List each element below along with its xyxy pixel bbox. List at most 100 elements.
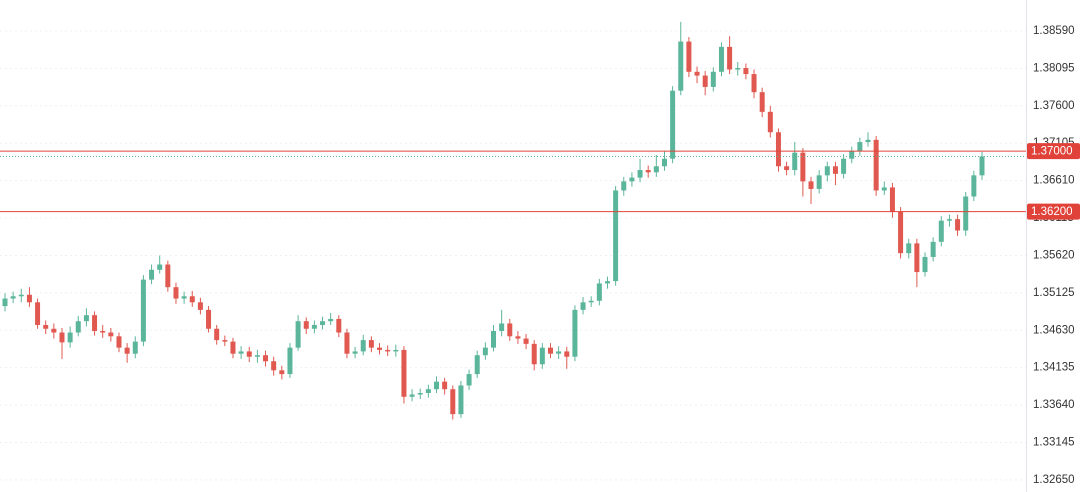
candle-body: [963, 196, 969, 231]
candle-body: [254, 355, 260, 357]
candle-body: [10, 296, 16, 299]
candle-body: [75, 321, 81, 333]
candle-body: [556, 351, 562, 354]
candle-body: [344, 332, 350, 354]
candle-body: [51, 328, 57, 333]
y-tick-label: 1.34630: [1033, 324, 1075, 336]
candle-body: [751, 74, 757, 93]
candle-body: [507, 323, 513, 337]
candle-body: [955, 219, 961, 231]
candle-body: [767, 111, 773, 133]
candle-body: [59, 332, 65, 343]
candle-body: [458, 385, 464, 415]
y-tick-label: 1.36610: [1033, 175, 1075, 187]
candle-body: [417, 392, 423, 395]
candle-body: [930, 241, 936, 257]
candle-body: [849, 151, 855, 159]
candle-body: [629, 177, 635, 182]
candle-body: [775, 132, 781, 167]
candle-body: [425, 389, 431, 393]
candle-body: [100, 331, 106, 333]
candle-body: [832, 166, 838, 174]
candle-body: [442, 381, 448, 390]
candle-body: [881, 187, 887, 191]
candle-body: [702, 75, 708, 87]
candle-body: [450, 389, 456, 415]
candle-body: [238, 351, 244, 354]
candle-body: [377, 347, 383, 350]
candle-body: [686, 41, 692, 72]
candle-body: [670, 90, 676, 159]
candle-body: [710, 71, 716, 87]
candle-body: [792, 152, 798, 171]
candle-body: [653, 166, 659, 173]
candle-body: [214, 328, 220, 341]
price-lines: 1.37000 1.36200: [0, 143, 1080, 220]
candle-body: [140, 279, 146, 342]
candle-body: [279, 370, 285, 375]
candle-body: [694, 71, 700, 76]
candle-body: [352, 351, 358, 354]
y-tick-label: 1.33640: [1033, 399, 1075, 411]
candle-body: [287, 347, 293, 375]
candle-body: [303, 321, 309, 329]
candle-body: [393, 349, 399, 352]
candle-body: [320, 321, 326, 325]
y-tick-label: 1.38590: [1033, 25, 1075, 37]
candle-body: [572, 309, 578, 357]
candle-body: [922, 256, 928, 273]
candle-body: [124, 347, 130, 354]
candle-body: [539, 347, 545, 365]
candle-body: [621, 181, 627, 191]
candle-body: [865, 139, 871, 143]
candle-body: [824, 166, 830, 176]
candle-body: [547, 347, 553, 354]
price-line-label: 1.37000: [1031, 146, 1073, 158]
candle-body: [67, 332, 73, 343]
candle-body: [26, 294, 32, 303]
candle-body: [718, 46, 724, 72]
candle-body: [173, 287, 179, 299]
candle-body: [604, 281, 610, 284]
price-line-label: 1.36200: [1031, 206, 1073, 218]
candle-body: [92, 315, 98, 332]
candle-body: [149, 269, 155, 280]
candle-body: [181, 296, 187, 299]
price-line-label-box: [1027, 143, 1080, 160]
candle-body: [816, 175, 822, 189]
candle-body: [898, 211, 904, 254]
candle-body: [165, 264, 171, 288]
candle-body: [2, 298, 8, 307]
candle-body: [808, 181, 814, 189]
candle-body: [385, 349, 391, 352]
grid: [0, 30, 1026, 481]
y-tick-label: 1.35620: [1033, 249, 1075, 261]
candle-body: [938, 220, 944, 242]
candles: [2, 21, 985, 420]
candle-body: [906, 243, 912, 254]
candle-body: [197, 302, 203, 310]
candle-body: [246, 351, 252, 357]
candle-body: [873, 139, 879, 191]
candle-body: [588, 300, 594, 303]
candle-body: [841, 158, 847, 174]
candle-body: [230, 341, 236, 354]
candle-body: [222, 340, 228, 342]
candle-body: [368, 340, 374, 348]
candle-body: [800, 152, 806, 182]
candle-body: [18, 294, 24, 297]
candle-body: [43, 324, 49, 329]
candle-body: [482, 347, 488, 356]
y-tick-label: 1.32650: [1033, 474, 1075, 486]
y-tick-label: 1.37600: [1033, 100, 1075, 112]
candle-body: [108, 332, 114, 337]
candle-body: [466, 374, 472, 386]
candle-body: [83, 315, 89, 322]
candle-body: [914, 243, 920, 273]
candle-body: [434, 381, 440, 390]
candle-body: [661, 158, 667, 167]
price-axis: 1.385901.380951.376001.371051.366101.361…: [1033, 25, 1075, 486]
candle-body: [580, 302, 586, 310]
y-tick-label: 1.35125: [1033, 287, 1075, 299]
